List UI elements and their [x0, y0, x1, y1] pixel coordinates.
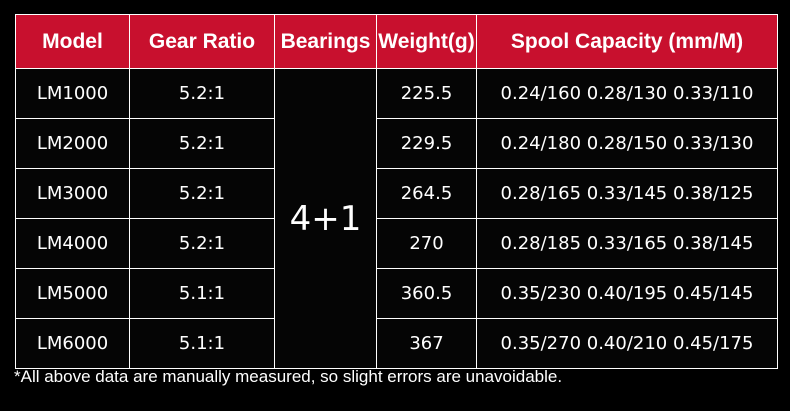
spool-capacity-cell: 0.28/165 0.33/145 0.38/125 [476, 168, 778, 219]
gear-ratio-cell: 5.1:1 [129, 318, 275, 369]
table-row: LM2000 5.2:1 229.5 0.24/180 0.28/150 0.3… [15, 118, 778, 169]
model-cell: LM3000 [15, 168, 130, 219]
footnote: *All above data are manually measured, s… [14, 367, 563, 386]
table-row: LM6000 5.1:1 367 0.35/270 0.40/210 0.45/… [15, 318, 778, 369]
header-bearings: Bearings [274, 14, 377, 69]
model-cell: LM1000 [15, 68, 130, 119]
spool-capacity-cell: 0.28/185 0.33/165 0.38/145 [476, 218, 778, 269]
model-cell: LM2000 [15, 118, 130, 169]
model-cell: LM5000 [15, 268, 130, 319]
weight-cell: 264.5 [376, 168, 477, 219]
weight-cell: 270 [376, 218, 477, 269]
spool-capacity-cell: 0.35/230 0.40/195 0.45/145 [476, 268, 778, 319]
gear-ratio-cell: 5.2:1 [129, 118, 275, 169]
gear-ratio-cell: 5.2:1 [129, 168, 275, 219]
header-weight: Weight(g) [376, 14, 477, 69]
table-row: LM1000 5.2:1 4+1 225.5 0.24/160 0.28/130… [15, 68, 778, 369]
spec-table: Model Gear Ratio Bearings Weight(g) Spoo… [15, 14, 778, 369]
spool-capacity-cell: 0.24/180 0.28/150 0.33/130 [476, 118, 778, 169]
header-model: Model [15, 14, 130, 69]
spool-capacity-cell: 0.35/270 0.40/210 0.45/175 [476, 318, 778, 369]
weight-cell: 225.5 [376, 68, 477, 119]
table-row: LM4000 5.2:1 270 0.28/185 0.33/165 0.38/… [15, 218, 778, 269]
gear-ratio-cell: 5.1:1 [129, 268, 275, 319]
model-cell: LM4000 [15, 218, 130, 269]
weight-cell: 360.5 [376, 268, 477, 319]
table-row: LM3000 5.2:1 264.5 0.28/165 0.33/145 0.3… [15, 168, 778, 219]
spool-capacity-cell: 0.24/160 0.28/130 0.33/110 [476, 68, 778, 119]
table-row: LM5000 5.1:1 360.5 0.35/230 0.40/195 0.4… [15, 268, 778, 319]
gear-ratio-cell: 5.2:1 [129, 218, 275, 269]
weight-cell: 367 [376, 318, 477, 369]
header-row: Model Gear Ratio Bearings Weight(g) Spoo… [15, 14, 778, 69]
gear-ratio-cell: 5.2:1 [129, 68, 275, 119]
weight-cell: 229.5 [376, 118, 477, 169]
bearings-cell: 4+1 [274, 68, 377, 369]
model-cell: LM6000 [15, 318, 130, 369]
header-spool-capacity: Spool Capacity (mm/M) [476, 14, 778, 69]
header-gear-ratio: Gear Ratio [129, 14, 275, 69]
